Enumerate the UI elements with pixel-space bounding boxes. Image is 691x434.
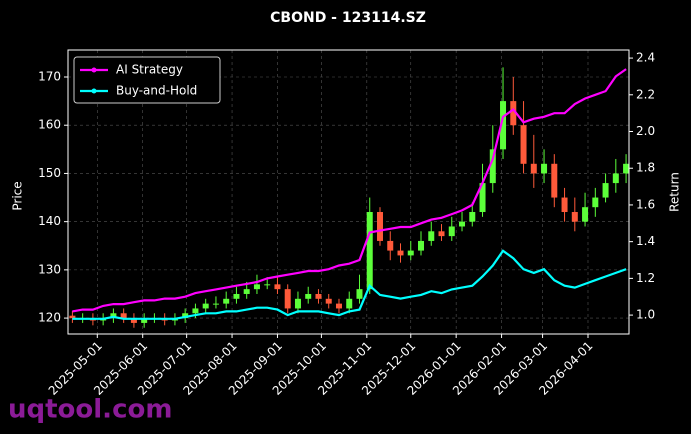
y-tick-label: 160 [38, 118, 61, 132]
legend-label: Buy-and-Hold [116, 84, 197, 98]
candle-body [284, 289, 291, 309]
legend-box [73, 56, 221, 104]
y-tick-label: 140 [38, 214, 61, 228]
candle-body [469, 212, 476, 222]
candle-body [397, 250, 404, 256]
candle-body [623, 163, 630, 174]
candle-body [387, 240, 394, 251]
candle-body [69, 315, 76, 319]
y2-tick-label: 1.2 [636, 271, 655, 285]
candle-body [182, 313, 189, 319]
candle-body [510, 101, 517, 126]
candle-body [356, 289, 363, 299]
candle-body [202, 303, 209, 309]
candle-body [274, 284, 281, 290]
candle-body [489, 149, 496, 184]
candle-body [233, 293, 240, 299]
candle-body [479, 183, 486, 213]
candle-body [407, 250, 414, 256]
y2-tick-label: 2.0 [636, 124, 655, 138]
candle-body [561, 197, 568, 213]
candle-body [612, 173, 619, 184]
legend-marker [91, 67, 97, 73]
plot-frame [67, 49, 630, 335]
legend: AI Strategy Buy-and-Hold [73, 56, 221, 104]
watermark: uqtool.com [8, 395, 172, 425]
candle-body [582, 207, 589, 222]
candle-body [448, 226, 455, 237]
candle-body [366, 212, 373, 290]
candle-body [571, 212, 578, 222]
candle-body [315, 293, 322, 299]
candle-body [223, 298, 230, 304]
y-tick-label: 130 [38, 262, 61, 276]
y2-axis-label: Return [668, 172, 682, 212]
y2-tick-label: 2.2 [636, 87, 655, 101]
y-tick-label: 170 [38, 70, 61, 84]
candle-body [120, 313, 127, 319]
candle-body [335, 303, 342, 309]
candle-body [500, 101, 507, 150]
candle-body [428, 231, 435, 241]
candle-body [418, 240, 425, 251]
candle-body [294, 298, 301, 309]
candle-body [541, 163, 548, 174]
candle-body [243, 289, 250, 294]
line-series [72, 249, 627, 320]
candle-body [264, 284, 271, 286]
candle-body [520, 125, 527, 164]
candle-body [592, 197, 599, 208]
y2-tick-label: 1.0 [636, 308, 655, 322]
candle-body [141, 318, 148, 323]
candle-body [130, 318, 137, 323]
candle-body [212, 303, 219, 305]
candle-body [110, 313, 117, 319]
candle-body [530, 163, 537, 174]
candle-body [305, 293, 312, 299]
y2-tick-label: 2.4 [636, 51, 655, 65]
line-series [72, 68, 627, 313]
y2-tick-label: 1.6 [636, 197, 655, 211]
candle-body [376, 212, 383, 241]
chart-title: CBOND - 123114.SZ [270, 10, 426, 26]
y-axis-label: Price [11, 181, 25, 210]
candle-body [325, 298, 332, 304]
y-tick-label: 120 [38, 311, 61, 325]
legend-label: AI Strategy [116, 63, 183, 77]
candle-body [192, 308, 199, 314]
y-tick-label: 150 [38, 166, 61, 180]
y2-tick-label: 1.4 [636, 234, 655, 248]
y2-tick-label: 1.8 [636, 161, 655, 175]
candle-body [459, 221, 466, 227]
candle-body [602, 183, 609, 198]
candle-body [551, 163, 558, 198]
candle-body [346, 298, 353, 309]
legend-marker [91, 88, 97, 94]
candle-body [438, 231, 445, 237]
candle-body [253, 284, 260, 290]
